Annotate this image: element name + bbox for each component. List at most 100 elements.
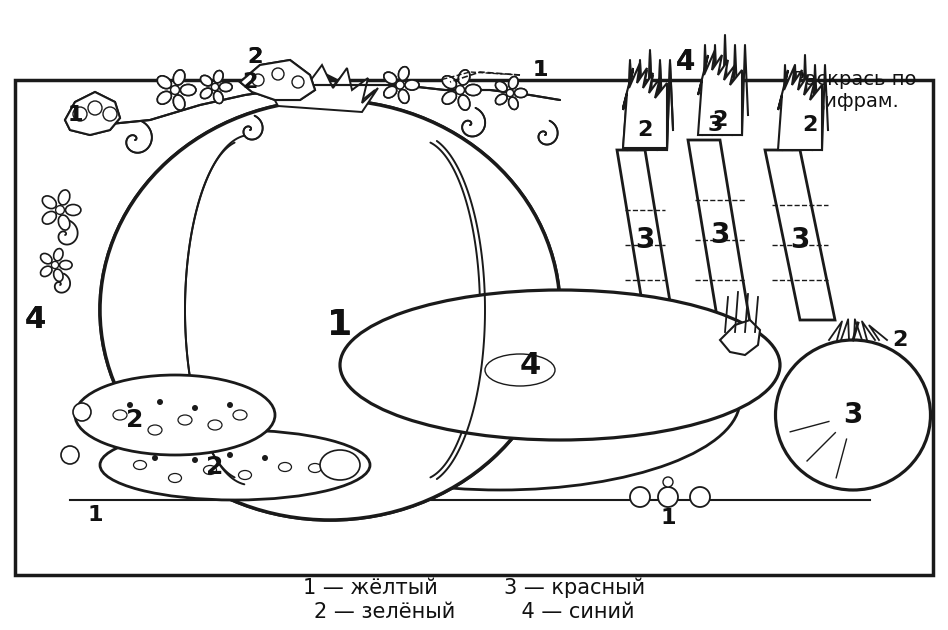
Ellipse shape bbox=[113, 410, 127, 420]
Circle shape bbox=[292, 76, 304, 88]
Circle shape bbox=[73, 107, 87, 121]
Text: 4: 4 bbox=[25, 306, 46, 335]
Ellipse shape bbox=[59, 215, 70, 230]
Ellipse shape bbox=[75, 375, 275, 455]
Text: 1: 1 bbox=[67, 105, 82, 125]
Ellipse shape bbox=[443, 91, 456, 104]
Ellipse shape bbox=[213, 71, 223, 83]
Text: 2: 2 bbox=[207, 455, 224, 479]
Circle shape bbox=[61, 446, 79, 464]
Ellipse shape bbox=[180, 84, 196, 96]
Ellipse shape bbox=[201, 76, 212, 86]
Circle shape bbox=[227, 452, 233, 458]
Circle shape bbox=[506, 89, 514, 96]
Polygon shape bbox=[65, 92, 120, 135]
Circle shape bbox=[171, 86, 179, 94]
Text: 3: 3 bbox=[791, 226, 810, 254]
Text: 2: 2 bbox=[637, 120, 652, 140]
Ellipse shape bbox=[515, 88, 527, 98]
Text: 3: 3 bbox=[710, 221, 730, 249]
Ellipse shape bbox=[384, 86, 396, 98]
Ellipse shape bbox=[41, 266, 52, 277]
Text: 3: 3 bbox=[707, 115, 722, 135]
Circle shape bbox=[192, 405, 198, 411]
Circle shape bbox=[171, 86, 179, 94]
Text: 2: 2 bbox=[802, 115, 818, 135]
Circle shape bbox=[51, 261, 59, 268]
Circle shape bbox=[252, 74, 264, 86]
Text: 4: 4 bbox=[25, 306, 46, 335]
Circle shape bbox=[658, 487, 678, 507]
Circle shape bbox=[252, 74, 264, 86]
Circle shape bbox=[396, 81, 404, 89]
Ellipse shape bbox=[398, 67, 409, 81]
Ellipse shape bbox=[398, 89, 409, 103]
Ellipse shape bbox=[443, 91, 456, 104]
Ellipse shape bbox=[398, 89, 409, 103]
Text: 4: 4 bbox=[675, 48, 695, 76]
Circle shape bbox=[292, 76, 304, 88]
Ellipse shape bbox=[157, 76, 172, 89]
Polygon shape bbox=[778, 65, 822, 150]
Ellipse shape bbox=[134, 461, 147, 469]
Circle shape bbox=[211, 83, 219, 91]
Text: 1 — жёлтый          3 — красный: 1 — жёлтый 3 — красный bbox=[303, 578, 645, 598]
Ellipse shape bbox=[465, 84, 481, 96]
Ellipse shape bbox=[320, 450, 360, 480]
Ellipse shape bbox=[204, 466, 216, 474]
Ellipse shape bbox=[443, 76, 456, 89]
Ellipse shape bbox=[60, 260, 72, 270]
Ellipse shape bbox=[398, 67, 409, 81]
Ellipse shape bbox=[384, 72, 396, 84]
Polygon shape bbox=[617, 150, 673, 320]
Ellipse shape bbox=[405, 80, 419, 90]
Ellipse shape bbox=[458, 95, 470, 110]
Text: 1: 1 bbox=[67, 105, 82, 125]
Ellipse shape bbox=[509, 77, 518, 89]
Circle shape bbox=[630, 487, 650, 507]
Ellipse shape bbox=[213, 91, 223, 103]
Ellipse shape bbox=[43, 212, 56, 224]
Text: 1: 1 bbox=[532, 60, 548, 80]
Polygon shape bbox=[240, 60, 315, 100]
Circle shape bbox=[272, 68, 284, 80]
Ellipse shape bbox=[384, 86, 396, 98]
Ellipse shape bbox=[220, 83, 232, 91]
Ellipse shape bbox=[308, 464, 321, 472]
Ellipse shape bbox=[100, 100, 560, 520]
Ellipse shape bbox=[201, 88, 212, 98]
Ellipse shape bbox=[213, 91, 223, 103]
Ellipse shape bbox=[54, 269, 63, 282]
Ellipse shape bbox=[169, 474, 181, 483]
Ellipse shape bbox=[173, 70, 185, 85]
Text: 2: 2 bbox=[247, 47, 263, 67]
Ellipse shape bbox=[173, 95, 185, 110]
Ellipse shape bbox=[100, 430, 370, 500]
Text: 3: 3 bbox=[844, 401, 863, 429]
Circle shape bbox=[56, 205, 64, 214]
Circle shape bbox=[663, 477, 673, 487]
Circle shape bbox=[73, 107, 87, 121]
Polygon shape bbox=[240, 60, 315, 100]
Circle shape bbox=[506, 89, 514, 96]
Text: 1: 1 bbox=[660, 508, 676, 528]
Ellipse shape bbox=[41, 253, 52, 264]
Ellipse shape bbox=[233, 410, 247, 420]
Ellipse shape bbox=[173, 95, 185, 110]
Text: 1: 1 bbox=[87, 505, 102, 525]
Circle shape bbox=[103, 107, 117, 121]
Polygon shape bbox=[765, 150, 835, 320]
Polygon shape bbox=[265, 65, 378, 112]
Circle shape bbox=[103, 107, 117, 121]
Circle shape bbox=[262, 455, 268, 461]
Ellipse shape bbox=[405, 80, 419, 90]
Ellipse shape bbox=[384, 72, 396, 84]
Ellipse shape bbox=[458, 70, 470, 85]
Ellipse shape bbox=[496, 94, 507, 105]
Ellipse shape bbox=[485, 354, 555, 386]
Ellipse shape bbox=[178, 415, 192, 425]
Ellipse shape bbox=[157, 91, 172, 104]
Ellipse shape bbox=[54, 249, 63, 261]
Circle shape bbox=[73, 403, 91, 421]
Circle shape bbox=[272, 68, 284, 80]
